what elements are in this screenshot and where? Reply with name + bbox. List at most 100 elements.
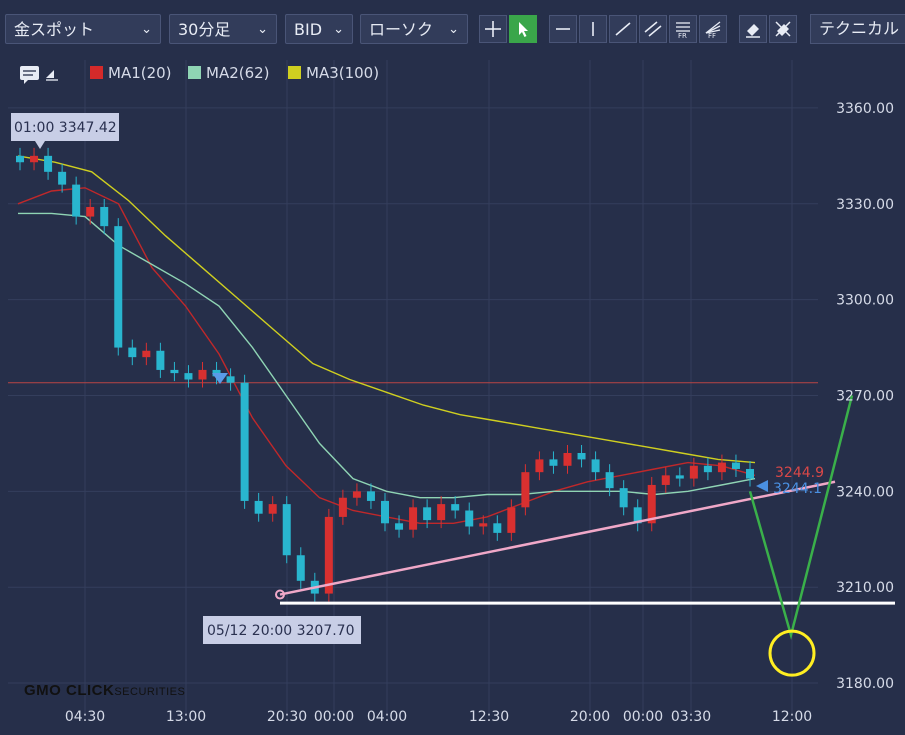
legend-ma3-label: MA3(100) [306,64,380,82]
x-tick-label: 12:30 [469,709,509,725]
x-tick-label: 12:00 [772,709,812,725]
x-tick-label: 04:00 [367,709,407,725]
candle-body [254,500,263,514]
ma2-line [18,212,756,499]
candle-body [58,171,67,185]
fibonacci-fan-icon: FF [705,21,721,39]
ma3-swatch [288,66,301,79]
y-tick-label: 3180.00 [836,676,894,692]
projection-v-line [748,395,854,640]
candle-body [338,497,347,517]
low-price-label: 05/12 20:00 3207.70 [207,623,355,639]
high-price-pointer [35,141,45,149]
ma3-line [17,155,756,464]
target-circle [768,629,816,677]
svg-text:FF: FF [708,32,716,39]
parallel-lines-icon [644,21,662,37]
ma2-swatch [188,66,201,79]
trend-line-icon [615,22,631,36]
x-tick-label: 20:30 [267,709,307,725]
price-tag-ma: 3244.9 [775,465,824,481]
cursor-arrow-icon [519,22,528,37]
current-price-arrow [756,480,768,492]
eraser-tool-button[interactable] [739,15,767,43]
candle-body [689,465,698,479]
candle-body [296,555,305,581]
timeframe-select-label: 30分足 [178,20,231,39]
crosshair-tool-button[interactable] [479,15,507,43]
high-price-label: 01:00 3347.42 [14,120,117,136]
y-tick-label: 3330.00 [836,197,894,213]
chevron-down-icon: ⌄ [333,22,344,37]
legend-ma1[interactable]: MA1(20) [90,64,172,82]
chevron-down-icon: ⌄ [448,22,459,37]
candle-body [423,507,432,521]
price-tag-current: 3244.1 [773,481,822,497]
low-price-marker [275,589,285,600]
horizontal-line-tool-button[interactable] [549,15,577,43]
fibonacci-fan-tool-button[interactable]: FF [699,15,727,43]
technical-menu-button[interactable]: テクニカル [810,14,905,44]
candle-body [324,516,333,594]
svg-text:FR: FR [678,32,687,39]
vertical-line-tool-button[interactable] [579,15,607,43]
candle-body [746,468,754,479]
crosshair-icon [485,21,501,37]
candle-body [156,350,165,370]
gmo-click-logo: GMO CLICKSECURITIES [24,682,186,699]
candle-body [240,382,249,501]
candle-body [591,459,600,473]
candle-body [198,369,207,380]
candle-body [535,459,544,473]
candle-body [381,500,389,524]
candle-body [86,206,95,217]
x-tick-label: 20:00 [570,709,610,725]
ma1-swatch [90,66,103,79]
candle-body [465,510,474,527]
delete-all-drawings-button[interactable] [769,15,797,43]
candle-body [30,155,39,163]
candle-body [619,488,628,508]
symbol-select[interactable]: 金スポット ⌄ [5,14,161,44]
candle-body [366,491,375,501]
candle-body [479,523,488,527]
candle-body [703,465,712,473]
candle-body [352,491,361,498]
legend-ma2-label: MA2(62) [206,64,270,82]
fibonacci-retracement-icon: FR [676,22,690,39]
delete-all-icon [775,21,791,37]
candle-body [16,155,24,163]
legend-ma1-label: MA1(20) [108,64,172,82]
y-tick-label: 3210.00 [836,580,894,596]
pointer-tool-button[interactable] [509,15,537,43]
chart-style-select-label: ローソク [369,20,434,39]
candle-body [549,459,558,466]
x-tick-label: 00:00 [314,709,354,725]
fibonacci-retracement-tool-button[interactable]: FR [669,15,697,43]
legend-ma2[interactable]: MA2(62) [188,64,270,82]
candle-body [493,523,502,533]
horizontal-line-icon [556,28,570,30]
legend-ma3[interactable]: MA3(100) [288,64,379,82]
candle-body [717,462,726,473]
chevron-down-icon: ⌄ [141,22,152,37]
y-tick-label: 3360.00 [836,101,894,117]
technical-menu-label: テクニカル [819,19,900,38]
candle-body [44,155,53,172]
eraser-icon [746,24,760,38]
chat-icon[interactable] [18,64,62,84]
price-type-select[interactable]: BID ⌄ [285,14,353,44]
candle-body [282,504,291,556]
candle-body [633,507,642,524]
candle-body [675,475,684,479]
x-tick-label: 13:00 [166,709,206,725]
timeframe-select[interactable]: 30分足 ⌄ [169,14,277,44]
chevron-down-icon: ⌄ [257,22,268,37]
trend-line-tool-button[interactable] [609,15,637,43]
chart-style-select[interactable]: ローソク ⌄ [360,14,468,44]
candle-body [100,206,109,227]
candle-body [226,376,235,383]
parallel-channel-tool-button[interactable] [639,15,667,43]
candle-body [563,453,572,466]
